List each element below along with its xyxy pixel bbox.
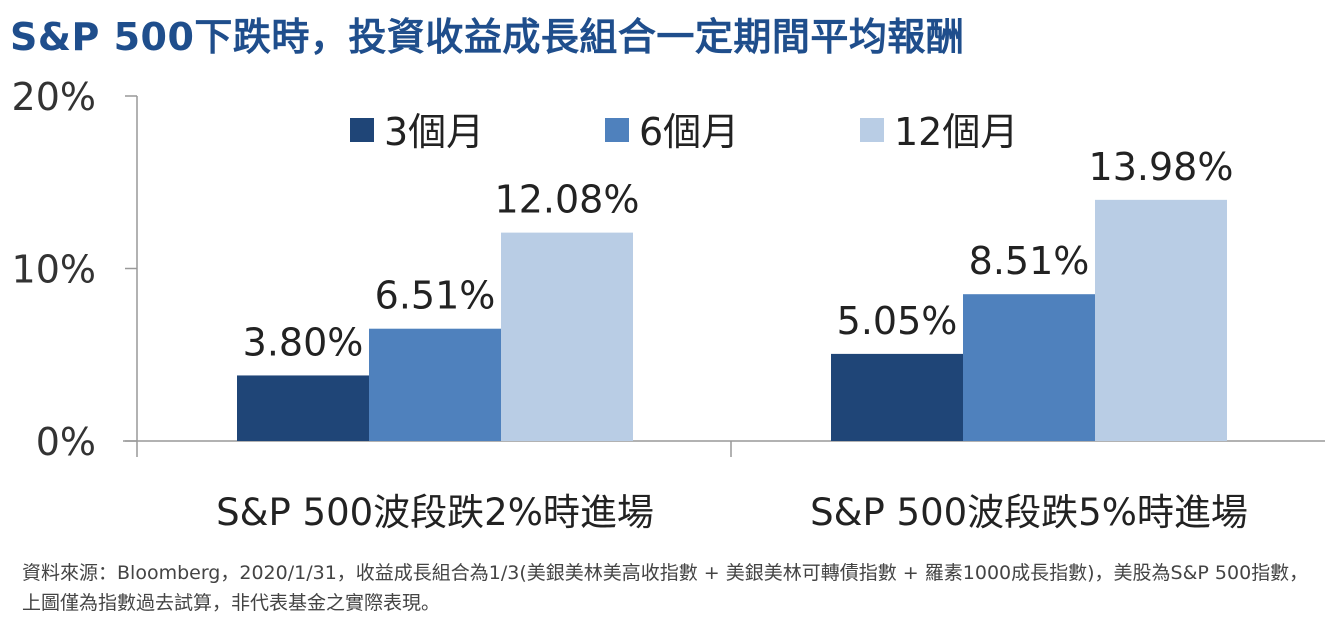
data-label: 13.98% (1089, 145, 1234, 189)
bar (501, 232, 633, 441)
x-category-labels: S&P 500波段跌2%時進場 S&P 500波段跌5%時進場 (216, 491, 1248, 534)
data-label: 3.80% (243, 320, 364, 364)
bars (237, 199, 1227, 441)
data-label: 8.51% (969, 239, 1090, 283)
y-tick-label: 0% (36, 420, 96, 464)
data-label: 12.08% (495, 178, 640, 222)
source-note: 資料來源：Bloomberg，2020/1/31，收益成長組合為1/3(美銀美林… (22, 562, 1309, 614)
chart-title: S&P 500下跌時，投資收益成長組合一定期間平均報酬 (10, 15, 965, 59)
legend-label: 3個月 (384, 110, 484, 154)
bar (831, 353, 963, 441)
legend-swatch (350, 118, 374, 142)
y-tick-label: 10% (12, 248, 96, 292)
legend-label: 6個月 (639, 110, 739, 154)
value-labels: 3.80%6.51% 12.08% 5.05%8.51% 13.98% (243, 145, 1234, 365)
bar (237, 375, 369, 441)
category-label: S&P 500波段跌5%時進場 (810, 491, 1248, 534)
legend-label: 12個月 (894, 110, 1018, 154)
bar (963, 294, 1095, 441)
legend-swatch (860, 118, 884, 142)
y-tick-labels: 0% 10% 20% (12, 75, 96, 464)
legend: 3個月 6個月 12個月 (350, 110, 1018, 154)
data-label: 6.51% (375, 274, 496, 318)
legend-swatch (605, 118, 629, 142)
bar (369, 328, 501, 441)
bar (1095, 199, 1227, 441)
data-label: 5.05% (837, 299, 958, 343)
category-label: S&P 500波段跌2%時進場 (216, 491, 654, 534)
y-tick-label: 20% (12, 75, 96, 119)
